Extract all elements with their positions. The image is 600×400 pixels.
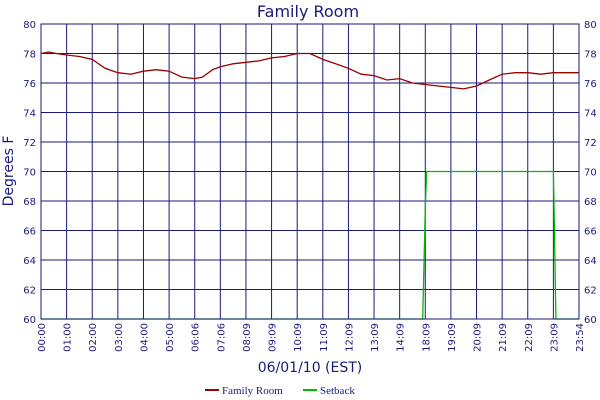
- series-line-family-room: [40, 51, 579, 90]
- x-tick-label: 20:09: [473, 323, 484, 352]
- x-tick-label: 09:09: [268, 323, 279, 352]
- x-tick-label: 22:09: [524, 323, 535, 352]
- plot-border: [40, 23, 580, 320]
- x-tick-label: 06:06: [191, 323, 202, 352]
- x-tick-label: 03:00: [114, 323, 125, 352]
- series-layer: [40, 51, 579, 320]
- x-tick-label: 01:00: [63, 323, 74, 352]
- x-tick-label: 04:00: [139, 323, 150, 352]
- y-tick-label-right: 72: [584, 138, 597, 149]
- x-tick-label: 08:09: [242, 323, 253, 352]
- x-tick-label: 23:54: [575, 323, 586, 352]
- y-tick-label: 74: [23, 109, 36, 120]
- x-tick-label: 21:09: [498, 323, 509, 352]
- y-tick-label-right: 76: [584, 79, 597, 90]
- y-tick-label: 68: [23, 197, 36, 208]
- x-tick-label: 00:00: [37, 323, 48, 352]
- chart-title: Family Room: [257, 2, 359, 21]
- y-tick-label: 60: [23, 315, 36, 326]
- legend-family-room-label: Family Room: [222, 385, 283, 397]
- y-tick-label: 76: [23, 79, 36, 90]
- x-tick-label: 07:06: [216, 323, 227, 352]
- y-tick-label: 70: [23, 168, 36, 179]
- y-tick-label-right: 62: [584, 286, 597, 297]
- y-tick-label: 80: [23, 20, 36, 31]
- y-tick-label: 64: [23, 256, 36, 267]
- x-tick-label: 05:00: [165, 323, 176, 352]
- y-tick-label: 78: [23, 50, 36, 61]
- y-tick-label-right: 66: [584, 227, 597, 238]
- y-tick-label: 66: [23, 227, 36, 238]
- y-tick-label-right: 74: [584, 109, 597, 120]
- y-axis-label: Degrees F: [1, 136, 17, 207]
- y-tick-labels-left: 60 62 64 66 68 70 72 74 76 78 80: [23, 20, 36, 326]
- y-tick-label-right: 80: [584, 20, 597, 31]
- y-tick-label-right: 60: [584, 315, 597, 326]
- y-tick-labels-right: 60 62 64 66 68 70 72 74 76 78 80: [584, 20, 597, 326]
- y-tick-label-right: 64: [584, 256, 597, 267]
- x-axis-label: 06/01/10 (EST): [258, 360, 363, 376]
- y-tick-label: 62: [23, 286, 36, 297]
- legend: Family Room Setback: [205, 385, 355, 397]
- x-tick-label: 23:09: [549, 323, 560, 352]
- y-tick-label-right: 68: [584, 197, 597, 208]
- y-tick-label-right: 78: [584, 50, 597, 61]
- x-tick-label: 12:09: [344, 323, 355, 352]
- x-tick-label: 14:09: [396, 323, 407, 352]
- x-tick-label: 10:09: [293, 323, 304, 352]
- x-tick-labels: 00:00 01:00 02:00 03:00 04:00 05:00 06:06 07:06…: [37, 323, 586, 352]
- y-tick-label-right: 70: [584, 168, 597, 179]
- x-tick-label: 13:09: [370, 323, 381, 352]
- legend-setback-label: Setback: [320, 385, 355, 397]
- x-tick-label: 02:00: [88, 323, 99, 352]
- y-tick-label: 72: [23, 138, 36, 149]
- x-tick-label: 19:09: [447, 323, 458, 352]
- x-tick-label: 18:09: [421, 323, 432, 352]
- series-line-setback: [41, 170, 579, 320]
- x-tick-label: 11:09: [319, 323, 330, 352]
